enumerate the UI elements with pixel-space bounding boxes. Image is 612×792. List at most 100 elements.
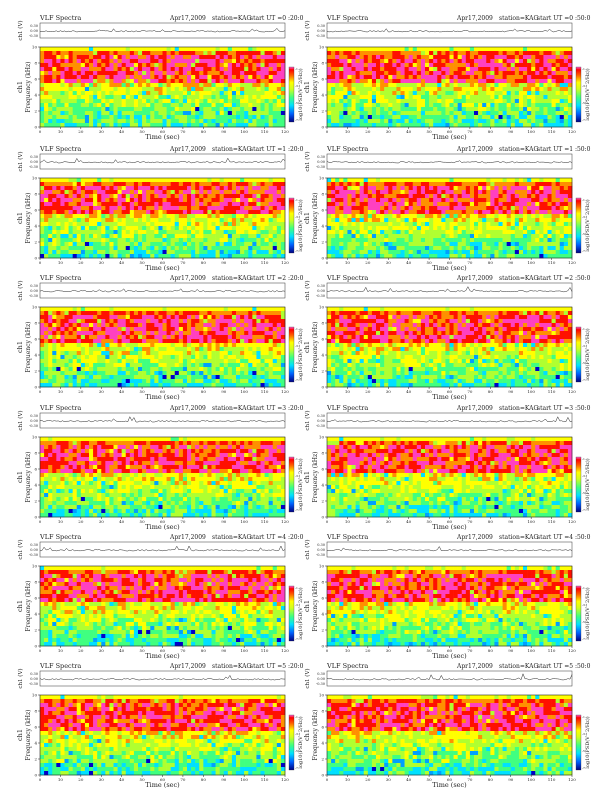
heatmap-cell xyxy=(219,63,225,68)
heatmap-cell xyxy=(363,186,369,191)
heatmap-cell xyxy=(191,238,196,243)
heatmap-cell xyxy=(339,238,344,243)
heatmap-cell xyxy=(555,222,561,227)
heatmap-cell xyxy=(187,242,192,247)
heatmap-cell xyxy=(453,107,458,112)
heatmap-cell xyxy=(457,186,463,191)
heatmap-cell xyxy=(453,226,458,231)
heatmap-cell xyxy=(60,190,65,195)
heatmap-cell xyxy=(461,115,467,120)
heatmap-cell xyxy=(268,238,274,243)
spectrogram-heatmap xyxy=(40,47,286,128)
y-tick-label: 10 xyxy=(32,45,38,50)
heatmap-cell xyxy=(506,55,512,60)
heatmap-cell xyxy=(531,206,536,211)
heatmap-cell xyxy=(227,190,233,195)
x-tick-label: 40 xyxy=(119,129,125,134)
heatmap-cell xyxy=(276,123,282,128)
heatmap-cell xyxy=(469,115,475,120)
heatmap-cell xyxy=(363,194,369,199)
heatmap-cell xyxy=(359,95,365,100)
heatmap-cell xyxy=(551,87,556,92)
heatmap-cell xyxy=(355,182,360,187)
heatmap-cell xyxy=(506,95,512,100)
heatmap-cell xyxy=(327,186,332,191)
heatmap-cell xyxy=(339,190,344,195)
heatmap-cell xyxy=(64,119,69,124)
heatmap-cell xyxy=(191,194,196,199)
heatmap-cell xyxy=(215,190,220,195)
heatmap-cell xyxy=(355,103,360,108)
heatmap-cell xyxy=(527,87,532,92)
heatmap-cell xyxy=(48,47,53,52)
heatmap-cell xyxy=(543,59,548,64)
heatmap-cell xyxy=(162,250,167,255)
heatmap-cell xyxy=(48,246,53,251)
x-tick-label: 90 xyxy=(221,129,227,134)
heatmap-cell xyxy=(453,242,458,247)
heatmap-cell xyxy=(343,246,348,251)
heatmap-cell xyxy=(272,103,278,108)
heatmap-cell xyxy=(121,198,127,203)
heatmap-cell xyxy=(486,63,491,68)
heatmap-cell xyxy=(219,55,225,60)
heatmap-cell xyxy=(380,206,385,211)
x-tick-label: 60 xyxy=(447,129,453,134)
heatmap-cell xyxy=(182,206,188,211)
heatmap-cell xyxy=(547,115,552,120)
heatmap-cell xyxy=(166,67,171,72)
heatmap-cell xyxy=(133,79,139,84)
heatmap-cell xyxy=(268,103,274,108)
heatmap-cell xyxy=(272,230,278,235)
heatmap-cell xyxy=(236,198,241,203)
heatmap-cell xyxy=(412,250,418,255)
heatmap-cell xyxy=(158,75,163,80)
x-tick-label: 110 xyxy=(261,260,269,265)
heatmap-cell xyxy=(187,238,192,243)
heatmap-cell xyxy=(84,119,90,124)
heatmap-cell xyxy=(125,95,131,100)
heatmap-cell xyxy=(272,99,278,104)
heatmap-cell xyxy=(211,91,216,96)
heatmap-cell xyxy=(371,59,377,64)
heatmap-cell xyxy=(449,214,454,219)
heatmap-cell xyxy=(543,222,548,227)
heatmap-cell xyxy=(138,55,143,60)
heatmap-cell xyxy=(429,83,434,88)
heatmap-cell xyxy=(117,226,122,231)
heatmap-cell xyxy=(215,230,220,235)
heatmap-cell xyxy=(195,119,200,124)
heatmap-cell xyxy=(44,226,49,231)
heatmap-cell xyxy=(97,79,102,84)
heatmap-cell xyxy=(203,95,208,100)
heatmap-cell xyxy=(518,210,524,215)
heatmap-cell xyxy=(248,190,253,195)
heatmap-cell xyxy=(347,190,352,195)
heatmap-cell xyxy=(84,230,90,235)
colorbar-tick-label: -1 xyxy=(582,67,585,71)
heatmap-cell xyxy=(129,63,135,68)
heatmap-cell xyxy=(244,234,249,239)
heatmap-cell xyxy=(142,123,147,128)
heatmap-cell xyxy=(453,222,458,227)
heatmap-cell xyxy=(48,111,53,116)
heatmap-cell xyxy=(461,186,467,191)
heatmap-cell xyxy=(523,47,528,52)
heatmap-cell xyxy=(276,79,282,84)
heatmap-cell xyxy=(367,182,373,187)
heatmap-cell xyxy=(248,218,253,223)
heatmap-cell xyxy=(260,238,265,243)
heatmap-cell xyxy=(510,79,516,84)
heatmap-cell xyxy=(199,47,204,52)
heatmap-cell xyxy=(425,214,430,219)
heatmap-cell xyxy=(359,194,365,199)
heatmap-cell xyxy=(56,222,61,227)
heatmap-cell xyxy=(64,198,69,203)
heatmap-cell xyxy=(498,186,503,191)
heatmap-cell xyxy=(523,234,528,239)
heatmap-cell xyxy=(44,222,49,227)
heatmap-cell xyxy=(490,230,495,235)
heatmap-cell xyxy=(335,51,340,56)
heatmap-cell xyxy=(469,47,475,52)
heatmap-cell xyxy=(490,186,495,191)
